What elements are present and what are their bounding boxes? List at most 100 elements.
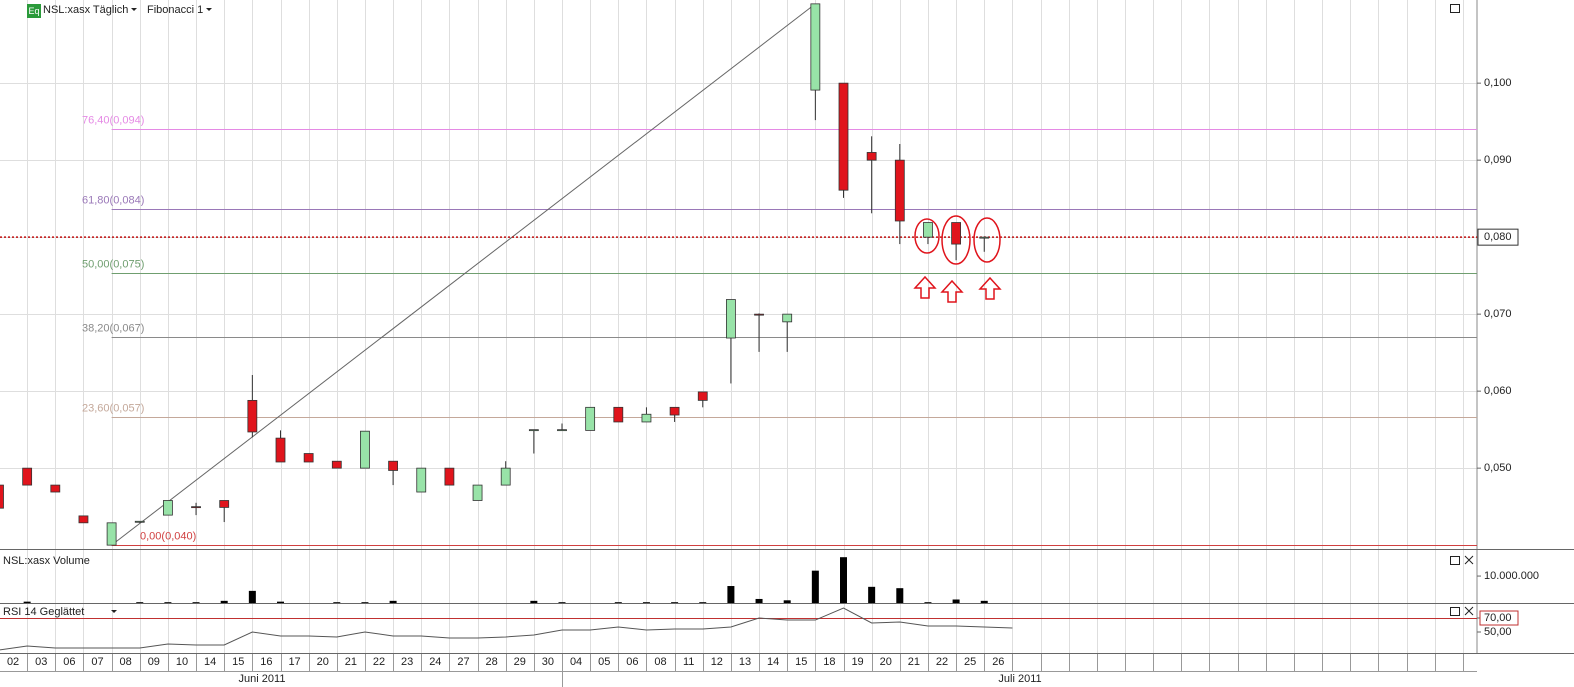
x-tick-label: 08	[654, 656, 666, 668]
candle-body	[782, 313, 793, 323]
volume-bar	[868, 586, 876, 603]
x-tick-label: 26	[992, 656, 1004, 668]
volume-bar	[783, 600, 791, 603]
y-tick-label: 0,070	[1484, 308, 1512, 320]
x-tick-label: 21	[345, 656, 357, 668]
plot-layer: 0,050 0,060 0,070 0,080 0,090 0,100 76,40(0,09…	[0, 3, 1539, 668]
maximize-button[interactable]	[1450, 4, 1460, 13]
y-tick-label: 0,050	[1484, 462, 1512, 474]
candle-body	[979, 236, 990, 239]
x-tick-label: 06	[63, 656, 75, 668]
dropdown-arrow[interactable]	[206, 8, 212, 11]
candle-body	[191, 506, 201, 509]
volume-bar	[642, 602, 650, 603]
candle-body	[219, 500, 230, 508]
x-tick-label: 07	[91, 656, 103, 668]
candle-body	[78, 515, 89, 524]
volume-bar	[164, 602, 172, 603]
candle-body	[838, 82, 849, 191]
volume-bar	[277, 601, 284, 603]
highlight-circle	[941, 215, 971, 265]
maximize-button[interactable]	[1450, 607, 1460, 616]
candle-body	[247, 399, 258, 433]
x-tick-label: 13	[739, 656, 751, 668]
x-tick-label: 20	[880, 656, 892, 668]
fib-label: 23,60(0,057)	[82, 402, 144, 414]
candle-body	[360, 430, 370, 469]
volume-bar	[220, 600, 228, 603]
candle-body	[557, 429, 567, 432]
candle-body	[866, 152, 877, 161]
candle-body	[444, 467, 455, 486]
x-tick-label: 14	[767, 656, 779, 668]
volume-bar	[671, 602, 679, 603]
x-tick-label: 22	[936, 656, 948, 668]
candle-body	[275, 437, 286, 463]
candle-body	[585, 406, 596, 431]
icon-box[interactable]	[27, 4, 41, 18]
volume-bar	[558, 602, 566, 603]
fib-trend-line	[111, 3, 816, 546]
candle-body	[613, 406, 624, 423]
dropdown-arrow[interactable]	[131, 8, 137, 11]
x-tick-label: 17	[288, 656, 300, 668]
x-tick-label: 20	[317, 656, 329, 668]
x-tick-label: 09	[148, 656, 160, 668]
close-button[interactable]	[1464, 606, 1474, 616]
volume-bar	[840, 557, 847, 603]
x-tick-label: 06	[626, 656, 638, 668]
volume-bar	[924, 602, 932, 603]
x-tick-label: 30	[542, 656, 554, 668]
x-tick-label: 23	[401, 656, 413, 668]
close-button[interactable]	[1464, 555, 1474, 565]
candle-body	[0, 484, 4, 509]
maximize-button[interactable]	[1450, 556, 1460, 565]
x-tick-label: 16	[260, 656, 272, 668]
candle-body	[134, 520, 145, 523]
candle-body	[388, 460, 399, 471]
rsi-line	[0, 607, 1013, 651]
highlight-circle	[973, 217, 1001, 263]
grid-layer	[0, 0, 1477, 671]
highlight-circle	[914, 218, 940, 254]
x-tick-label: 18	[823, 656, 835, 668]
volume-bar	[248, 590, 256, 603]
candle-body	[500, 467, 511, 486]
arrow	[978, 276, 1002, 300]
candle-body	[472, 484, 483, 501]
candle-body	[951, 222, 961, 245]
last-price-label: 0,080	[1484, 231, 1512, 243]
candle-body	[162, 500, 173, 516]
month-label: Juli 2011	[998, 673, 1041, 685]
x-tick-label: 02	[7, 656, 19, 668]
volume-bar	[614, 602, 622, 603]
volume-bar	[333, 602, 341, 603]
chart-title[interactable]: NSL:xasx Täglich	[43, 4, 128, 16]
y-tick-label: 10.000.000	[1484, 570, 1539, 582]
y-tick-label: 0,060	[1484, 385, 1512, 397]
candle-body	[894, 159, 905, 222]
y-tick-label: 50,00	[1484, 626, 1512, 638]
candle-body	[303, 453, 314, 463]
dropdown-arrow[interactable]	[111, 610, 117, 613]
y-tick-label: 70,00	[1484, 612, 1512, 624]
volume-bar	[952, 599, 960, 603]
fib-label: 61,80(0,084)	[82, 194, 144, 206]
x-tick-label: 21	[908, 656, 920, 668]
volume-bar	[192, 602, 200, 603]
x-tick-label: 04	[570, 656, 582, 668]
volume-bar	[980, 600, 988, 603]
x-tick-label: 22	[373, 656, 385, 668]
candle-body	[697, 391, 708, 401]
arrow	[940, 279, 964, 303]
indicator-name[interactable]: Fibonacci 1	[147, 4, 203, 16]
panel-title: NSL:xasx Volume	[3, 555, 90, 567]
x-tick-label: 03	[35, 656, 47, 668]
volume-bar	[896, 588, 904, 603]
candle-body	[331, 460, 342, 469]
x-tick-label: 12	[711, 656, 723, 668]
x-tick-label: 10	[176, 656, 188, 668]
volume-bar	[755, 598, 763, 603]
icon-text[interactable]: Eq	[28, 6, 39, 16]
